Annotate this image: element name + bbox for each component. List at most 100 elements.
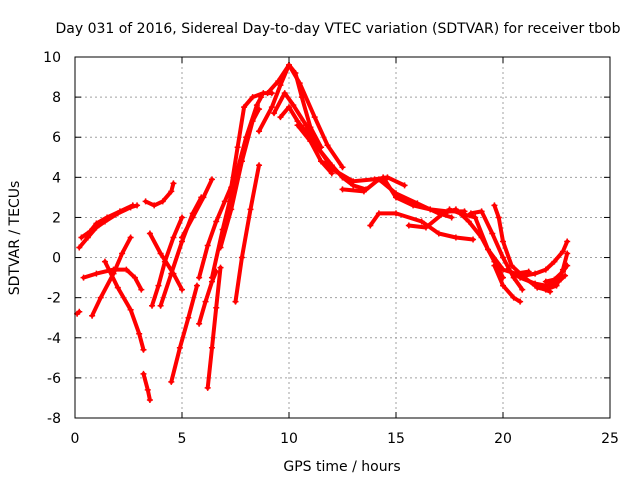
data-point	[146, 396, 153, 403]
data-point	[185, 314, 192, 321]
data-point	[170, 234, 177, 241]
x-tick-label: 5	[178, 431, 187, 447]
data-point	[517, 298, 524, 305]
data-point	[256, 162, 263, 169]
data-point	[168, 270, 175, 277]
data-point	[542, 266, 549, 273]
data-point	[86, 228, 93, 235]
data-point	[114, 284, 121, 291]
series-pass-02	[76, 202, 141, 251]
data-point	[142, 198, 149, 205]
data-point	[393, 194, 399, 201]
data-point	[465, 218, 472, 225]
data-point	[193, 282, 200, 289]
data-point	[127, 306, 134, 313]
y-tick-label: -6	[47, 371, 61, 387]
series-pass-20	[232, 162, 263, 305]
data-point	[116, 208, 123, 215]
data-point	[238, 158, 245, 165]
data-point	[457, 210, 464, 217]
data-point	[401, 182, 408, 189]
data-point	[472, 214, 479, 221]
data-point	[542, 286, 549, 293]
series-pass-37	[534, 250, 571, 293]
data-point	[232, 298, 239, 305]
series-pass-06	[89, 234, 134, 319]
data-point	[196, 320, 203, 327]
data-point	[159, 198, 166, 205]
series-pass-03	[78, 202, 136, 241]
data-point	[559, 248, 566, 255]
data-point	[500, 282, 506, 289]
y-tick-label: 10	[43, 50, 61, 66]
data-point	[93, 270, 100, 277]
axis-ticks	[74, 56, 611, 419]
data-point	[196, 274, 203, 281]
y-tick-labels: -8 -6 -4 -2 0 2 4 6 8 10	[43, 50, 61, 427]
data-point	[367, 222, 374, 229]
data-point	[517, 274, 524, 281]
y-tick-label: -4	[47, 331, 61, 347]
data-point	[489, 230, 496, 237]
data-point	[123, 266, 130, 273]
series-line	[233, 163, 261, 304]
data-point	[238, 254, 245, 261]
series-line	[180, 177, 214, 240]
data-point	[553, 282, 560, 289]
data-point	[485, 246, 492, 253]
data-point	[76, 244, 83, 251]
data-point	[277, 114, 284, 121]
data-point	[339, 186, 346, 193]
data-point	[328, 170, 335, 177]
chart-title: Day 031 of 2016, Sidereal Day-to-day VTE…	[55, 21, 620, 37]
data-point	[241, 104, 248, 111]
data-point	[500, 254, 506, 261]
data-point	[519, 286, 526, 293]
data-point	[410, 202, 417, 209]
data-point	[564, 250, 571, 257]
data-point	[202, 298, 209, 305]
data-point	[217, 244, 224, 251]
series-line	[278, 105, 368, 192]
data-point	[264, 90, 271, 97]
data-point	[204, 384, 211, 391]
series-pass-12	[168, 282, 200, 385]
data-point	[380, 174, 387, 181]
x-axis-label: GPS time / hours	[283, 459, 400, 475]
data-point	[286, 104, 292, 111]
x-tick-labels: 0 5 10 15 20 25	[71, 431, 619, 447]
data-point	[375, 210, 382, 217]
data-point	[161, 258, 168, 265]
plot-frame	[74, 56, 611, 419]
data-point	[157, 250, 164, 257]
data-point	[324, 142, 331, 149]
series-line	[406, 207, 505, 280]
series-pass-27	[339, 176, 455, 221]
series-pass-07	[140, 370, 153, 403]
data-point	[311, 114, 318, 121]
y-axis-label: SDTVAR / TECUs	[7, 181, 23, 296]
data-point	[80, 274, 87, 281]
data-point	[277, 82, 284, 89]
series-line	[492, 263, 523, 304]
data-point	[140, 346, 147, 353]
data-point	[271, 110, 278, 117]
data-point	[76, 308, 83, 315]
data-point	[179, 234, 185, 241]
series-line	[295, 123, 334, 176]
data-point	[448, 214, 455, 221]
x-tick-label: 25	[601, 431, 619, 447]
data-point	[452, 234, 459, 241]
data-point	[562, 272, 569, 279]
data-point	[168, 188, 175, 195]
data-point	[440, 210, 447, 217]
y-tick-label: 8	[52, 90, 61, 106]
series-pass-32	[467, 208, 526, 293]
data-point	[208, 176, 215, 183]
data-point	[189, 214, 196, 221]
data-point	[504, 266, 511, 273]
data-point	[350, 178, 357, 185]
data-point	[281, 90, 288, 97]
data-point	[110, 270, 117, 277]
data-point	[129, 202, 136, 209]
